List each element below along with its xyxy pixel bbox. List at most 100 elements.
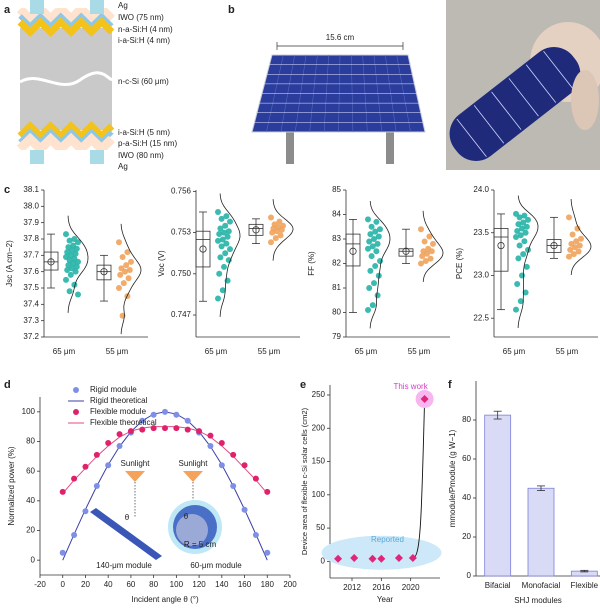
y-axis-label: Device area of flexible c-Si solar cells… (300, 407, 309, 555)
x-tick-label: 160 (238, 580, 252, 589)
data-point (124, 249, 131, 256)
data-point (430, 240, 436, 247)
theory-line (62, 411, 268, 561)
y-tick-label: 20 (26, 526, 35, 535)
data-point (570, 251, 577, 258)
data-point (222, 250, 229, 257)
data-point (519, 272, 525, 279)
x-tick-label: Flexible (571, 581, 599, 590)
x-axis-label: SHJ modules (514, 596, 562, 605)
data-point (366, 238, 373, 245)
data-point (252, 475, 259, 482)
layer-label: i-a-Si:H (5 nm) (118, 128, 170, 137)
busbar (525, 64, 557, 103)
data-point (578, 235, 584, 242)
busbar (543, 50, 574, 90)
x-tick-label: 120 (192, 580, 206, 589)
data-point (513, 234, 519, 241)
box (493, 228, 509, 272)
density-curve (369, 200, 391, 329)
y-tick-label: 38.1 (23, 185, 39, 194)
y-tick-label: 80 (332, 308, 341, 317)
y-tick-label: 37.4 (23, 299, 39, 308)
data-point (272, 235, 279, 242)
data-point (277, 232, 284, 239)
data-point (365, 307, 371, 314)
density-curve (219, 193, 241, 317)
data-point (264, 488, 271, 495)
data-point (125, 275, 132, 282)
x-tick-label: 0 (61, 580, 66, 589)
x-tick-label: 40 (104, 580, 113, 589)
data-point (365, 245, 371, 252)
y-tick-label: 0.753 (171, 228, 192, 237)
data-point (516, 214, 523, 221)
y-tick-label: 38.0 (23, 201, 39, 210)
x-tick-label: 65 μm (355, 347, 378, 356)
data-point (116, 442, 123, 449)
data-point (150, 425, 157, 432)
data-point (127, 428, 134, 435)
data-point (59, 488, 66, 495)
y-tick-label: 37.8 (23, 234, 39, 243)
layer-label: Ag (118, 1, 128, 10)
bar (484, 414, 512, 577)
layer-label: i-a-Si:H (4 nm) (118, 36, 170, 45)
stand (386, 128, 394, 164)
data-point (207, 432, 214, 439)
y-tick-label: 0.747 (171, 310, 192, 319)
x-tick-label: 2020 (402, 583, 420, 592)
x-tick-label: -20 (34, 580, 46, 589)
data-point (128, 258, 134, 265)
data-point (73, 263, 80, 270)
data-point (93, 483, 100, 489)
box (345, 233, 361, 267)
data-point (268, 214, 274, 221)
data-point (334, 554, 343, 563)
data-point (367, 231, 374, 238)
x-tick-label: 2012 (343, 583, 361, 592)
data-point (574, 225, 581, 232)
data-point (569, 231, 576, 238)
data-point (216, 270, 223, 277)
annotation: R = 5 cm (184, 540, 217, 549)
y-tick-label: 250 (312, 390, 326, 399)
y-tick-label: 0 (31, 555, 36, 564)
layer (16, 132, 115, 156)
data-point (216, 230, 223, 237)
data-point (116, 431, 123, 438)
layer-label: IWO (75 nm) (118, 13, 164, 22)
data-point (419, 253, 426, 260)
annotation: 140-μm module (96, 561, 152, 570)
y-tick-label: 0 (321, 556, 326, 565)
data-point (515, 255, 522, 262)
data-point (377, 554, 386, 563)
data-point (520, 219, 527, 226)
series-label: This work (393, 382, 428, 391)
bar (527, 487, 555, 577)
panel-label: b (228, 4, 235, 16)
x-tick-label: 55 μm (106, 347, 129, 356)
data-point (184, 426, 191, 433)
annotation: 60-μm module (190, 561, 242, 570)
ag-contact (30, 150, 44, 164)
data-point (66, 288, 73, 295)
density-curve (67, 215, 89, 313)
data-point (575, 248, 582, 255)
data-point (276, 218, 283, 225)
data-point (572, 244, 578, 251)
y-tick-label: 37.6 (23, 267, 39, 276)
legend-marker (73, 409, 79, 415)
y-axis-label: FF (%) (307, 251, 316, 276)
x-tick-label: Bifacial (485, 581, 511, 590)
data-point (421, 238, 428, 245)
data-point (227, 246, 233, 253)
busbar (456, 118, 487, 158)
y-tick-label: 82 (332, 259, 341, 268)
layer (18, 12, 114, 30)
y-tick-label: 37.9 (23, 218, 39, 227)
data-point (222, 222, 229, 229)
y-tick-label: 40 (462, 493, 471, 502)
mean (252, 226, 260, 234)
